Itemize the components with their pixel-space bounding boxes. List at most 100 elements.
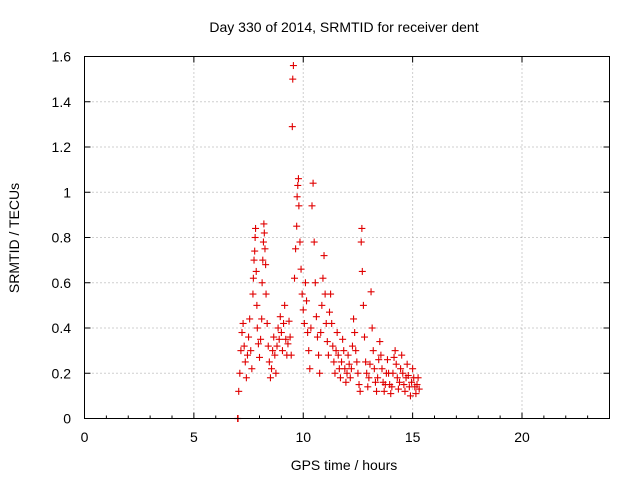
data-point xyxy=(383,356,391,364)
data-point xyxy=(374,374,382,382)
data-point xyxy=(331,369,339,377)
data-point xyxy=(327,290,335,298)
data-point xyxy=(406,392,414,400)
data-point xyxy=(350,315,358,323)
data-point xyxy=(387,390,395,398)
data-point xyxy=(272,369,280,377)
data-point xyxy=(346,374,354,382)
data-point xyxy=(248,365,256,373)
data-point xyxy=(278,347,286,355)
data-point xyxy=(329,342,337,350)
data-point xyxy=(298,290,306,298)
data-point xyxy=(359,301,367,309)
data-point xyxy=(404,372,412,380)
data-point xyxy=(354,369,362,377)
y-tick-label: 0.8 xyxy=(52,230,72,246)
data-point xyxy=(265,358,273,366)
data-point xyxy=(274,324,282,332)
data-point xyxy=(254,340,262,348)
data-point xyxy=(312,313,320,321)
data-point xyxy=(330,358,338,366)
data-point xyxy=(241,358,249,366)
data-point xyxy=(389,369,397,377)
y-tick-label: 0.6 xyxy=(52,275,72,291)
data-point xyxy=(394,385,402,393)
data-point xyxy=(293,193,301,201)
y-tick-label: 1.6 xyxy=(52,49,72,65)
data-point xyxy=(319,274,327,282)
data-point xyxy=(341,365,349,373)
data-point xyxy=(277,329,285,337)
data-point xyxy=(305,347,313,355)
data-point xyxy=(323,338,331,346)
data-point xyxy=(320,252,328,260)
y-tick-label: 1 xyxy=(63,184,71,200)
data-point xyxy=(380,387,388,395)
data-point xyxy=(311,279,319,287)
data-point xyxy=(367,288,375,296)
data-point xyxy=(355,381,363,389)
data-point xyxy=(292,245,300,253)
data-point xyxy=(318,301,326,309)
data-point xyxy=(297,265,305,273)
data-point xyxy=(235,387,243,395)
data-point xyxy=(252,224,260,232)
data-point xyxy=(242,374,250,382)
data-point xyxy=(284,340,292,348)
data-point xyxy=(293,222,301,230)
data-point xyxy=(295,202,303,210)
data-point xyxy=(251,247,259,255)
data-point xyxy=(304,329,312,337)
data-point xyxy=(313,333,321,341)
data-point xyxy=(246,315,254,323)
data-point xyxy=(391,347,399,355)
data-point xyxy=(238,329,246,337)
data-point xyxy=(289,62,297,70)
data-point xyxy=(338,358,346,366)
y-tick-labels: 0 0.2 0.4 0.6 0.8 1 1.2 1.4 1.6 xyxy=(52,49,72,427)
x-tick-label: 15 xyxy=(405,429,421,445)
data-point xyxy=(258,315,266,323)
data-point xyxy=(413,381,421,389)
data-point xyxy=(309,179,317,187)
data-point xyxy=(409,365,417,373)
data-point xyxy=(252,267,260,275)
data-point xyxy=(316,369,324,377)
data-point xyxy=(261,245,269,253)
data-point xyxy=(400,381,408,389)
data-point xyxy=(294,175,302,183)
data-point xyxy=(348,342,356,350)
data-point xyxy=(287,351,295,359)
data-point xyxy=(243,351,251,359)
data-point xyxy=(294,181,302,189)
data-point xyxy=(358,267,366,275)
data-point xyxy=(260,220,268,228)
data-point xyxy=(398,351,406,359)
data-point xyxy=(262,261,270,269)
data-point xyxy=(365,374,373,382)
x-tick-label: 5 xyxy=(190,429,198,445)
data-point xyxy=(276,313,284,321)
data-point xyxy=(351,329,359,337)
data-point xyxy=(308,202,316,210)
data-point xyxy=(247,347,255,355)
data-point xyxy=(288,123,296,131)
data-point xyxy=(412,390,420,398)
data-point xyxy=(414,374,422,382)
data-point xyxy=(236,369,244,377)
x-tick-label: 0 xyxy=(81,429,89,445)
data-point xyxy=(352,347,360,355)
data-point xyxy=(339,335,347,343)
data-point xyxy=(376,338,384,346)
data-point xyxy=(347,365,355,373)
data-point xyxy=(270,333,278,341)
data-point xyxy=(362,358,370,366)
data-point xyxy=(259,256,267,264)
data-point xyxy=(345,360,353,368)
data-point xyxy=(258,279,266,287)
data-point xyxy=(373,387,381,395)
data-point xyxy=(336,374,344,382)
data-point xyxy=(401,387,409,395)
data-point xyxy=(324,351,332,359)
